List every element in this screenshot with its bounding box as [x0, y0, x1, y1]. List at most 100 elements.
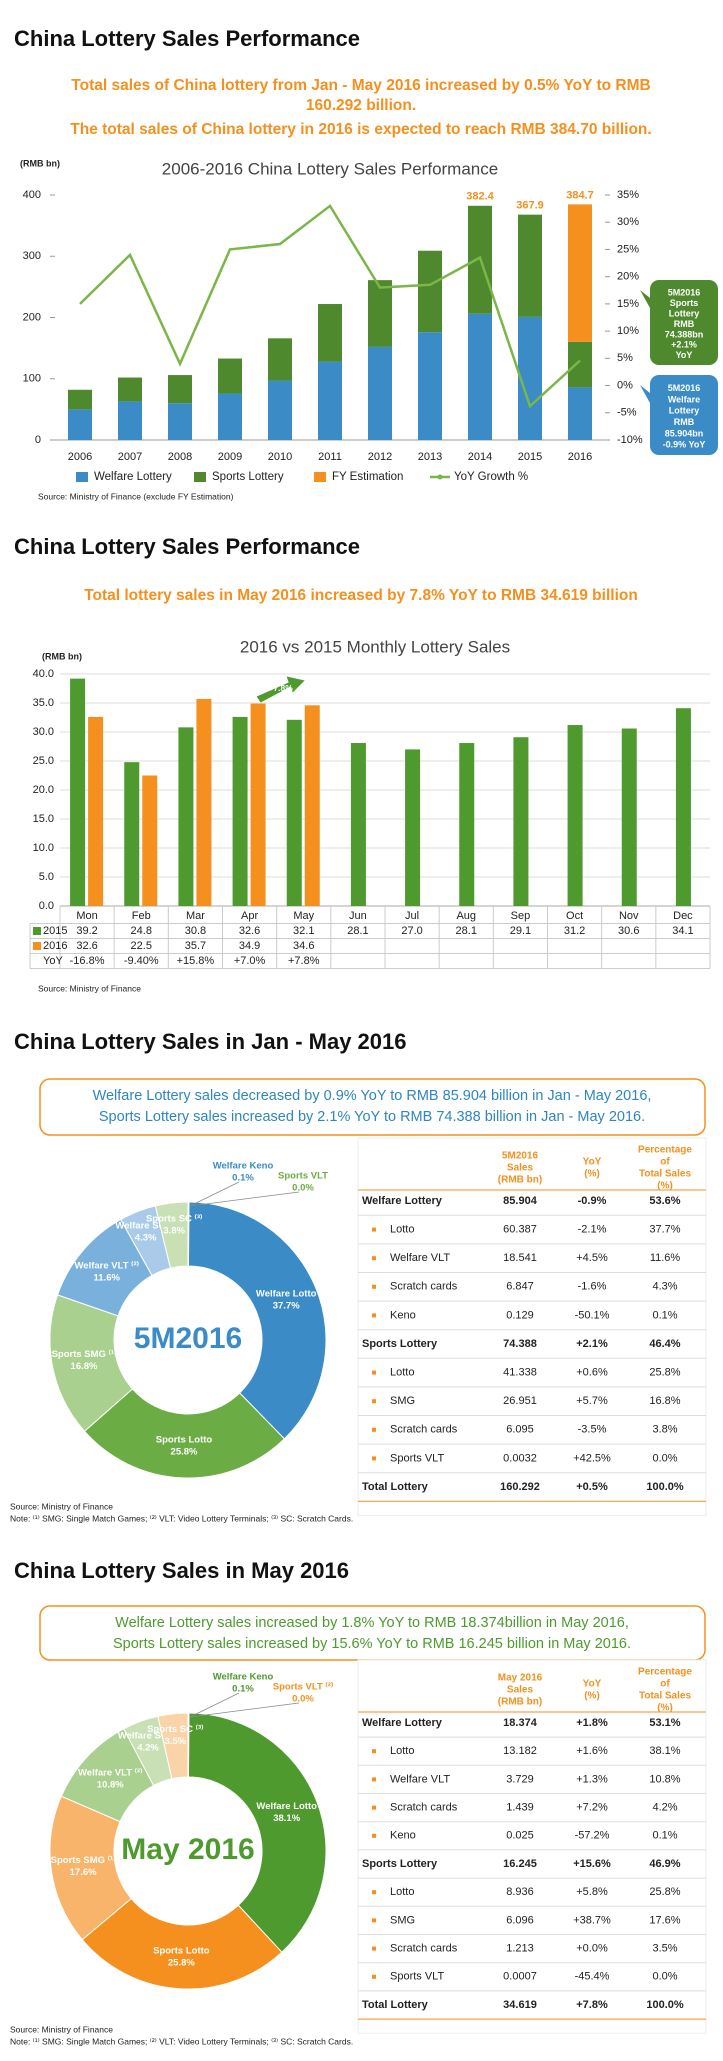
legend-swatch: [437, 474, 443, 480]
table-value: +7.8%: [288, 955, 320, 967]
section-title: China Lottery Sales in Jan - May 2016: [14, 1029, 406, 1054]
slice-label: Sports Lotto: [153, 1945, 210, 1956]
bar-segment: [268, 338, 292, 381]
row-label: Lotto: [390, 1886, 414, 1898]
y2-tick-label: 0%: [617, 379, 633, 391]
y2-tick-label: -5%: [617, 407, 637, 419]
column-header: YoY: [583, 1157, 602, 1168]
slice-value: 4.2%: [137, 1743, 159, 1754]
table-value: 28.1: [456, 925, 477, 937]
table-value: 27.0: [401, 925, 422, 937]
bullet: [372, 1456, 376, 1461]
table-value: 32.6: [76, 940, 97, 952]
x-tick-label: Jun: [349, 910, 367, 922]
x-tick-label: Nov: [619, 910, 639, 922]
legend-swatch: [33, 927, 41, 935]
x-tick-label: Jul: [405, 910, 419, 922]
y-tick-label: 25.0: [33, 755, 54, 767]
cell: 1.213: [506, 1943, 534, 1955]
highlight: Total sales of China lottery from Jan - …: [71, 77, 650, 94]
column-header: Percentage: [638, 1667, 692, 1678]
cell: 38.1%: [649, 1745, 680, 1757]
cell: 74.388: [503, 1338, 537, 1350]
bullet: [372, 1749, 376, 1754]
bar-segment: [568, 204, 592, 342]
cell: 34.619: [503, 1999, 537, 2011]
callout-text: Sports: [670, 298, 699, 308]
legend-swatch: [33, 942, 41, 950]
slice-label: Welfare Keno: [213, 1161, 274, 1172]
cell: 100.0%: [646, 1999, 684, 2011]
x-tick-label: 2011: [318, 451, 342, 463]
y-tick-label: 100: [23, 373, 41, 385]
cell: 37.7%: [649, 1224, 680, 1236]
bar: [675, 708, 691, 906]
cell: 0.025: [506, 1830, 534, 1842]
y-tick-label: 400: [23, 189, 41, 201]
section-title: China Lottery Sales Performance: [14, 26, 360, 51]
slice-label: Welfare VLT ⁽²⁾: [78, 1767, 143, 1778]
cell: +0.5%: [576, 1481, 608, 1493]
legend-swatch: [194, 472, 206, 482]
cell: 18.541: [503, 1252, 537, 1264]
summary-text: Sports Lottery sales increased by 2.1% Y…: [99, 1109, 645, 1125]
section-title: China Lottery Sales in May 2016: [14, 1558, 349, 1583]
x-tick-label: May: [293, 910, 314, 922]
y2-tick-label: 35%: [617, 189, 639, 201]
slice-value: 37.7%: [273, 1301, 300, 1312]
bar: [286, 719, 302, 906]
x-tick-label: Oct: [566, 910, 583, 922]
cell: 26.951: [503, 1395, 537, 1407]
legend-label: FY Estimation: [332, 471, 403, 483]
bar-segment: [268, 380, 292, 440]
row-label: Sports VLT: [390, 1452, 444, 1464]
bar-segment: [318, 304, 342, 362]
leader-line: [189, 1191, 300, 1207]
table-value: -16.8%: [70, 955, 105, 967]
x-tick-label: Sep: [511, 910, 531, 922]
slice-label: Sports SC ⁽³⁾: [146, 1213, 203, 1224]
cell: 46.4%: [649, 1338, 680, 1350]
cell: 6.095: [506, 1424, 534, 1436]
chart-title: 2016 vs 2015 Monthly Lottery Sales: [240, 637, 510, 656]
annotation: +7.8%: [268, 683, 293, 693]
bar: [142, 775, 158, 906]
column-header: (%): [584, 1169, 600, 1180]
x-tick-label: Feb: [132, 910, 151, 922]
bar: [304, 705, 320, 906]
cell: 53.6%: [649, 1195, 680, 1207]
y2-tick-label: -10%: [617, 434, 643, 446]
x-tick-label: 2008: [168, 451, 192, 463]
cell: -1.6%: [578, 1281, 607, 1293]
column-header: Sales: [507, 1163, 534, 1174]
cell: +1.3%: [576, 1773, 608, 1785]
cell: 100.0%: [646, 1481, 684, 1493]
callout-pointer: [640, 290, 650, 308]
bullet: [372, 1370, 376, 1375]
bar: [459, 743, 475, 906]
cell: +5.8%: [576, 1886, 608, 1898]
slice-value: 25.8%: [171, 1446, 198, 1457]
y2-tick-label: 25%: [617, 243, 639, 255]
cell: -50.1%: [575, 1309, 610, 1321]
x-tick-label: 2009: [218, 451, 242, 463]
cell: 10.8%: [649, 1773, 680, 1785]
cell: 6.096: [506, 1914, 534, 1926]
bullet: [372, 1805, 376, 1810]
y2-tick-label: 10%: [617, 325, 639, 337]
bar-segment: [68, 389, 92, 410]
callout-text: YoY: [676, 350, 693, 360]
bar: [567, 725, 583, 906]
y-tick-label: 0: [35, 434, 41, 446]
table-value: 34.9: [239, 940, 260, 952]
row-label: Lotto: [390, 1224, 414, 1236]
table-value: +7.0%: [234, 955, 266, 967]
y-tick-label: 10.0: [33, 842, 54, 854]
highlight: 160.292 billion.: [306, 97, 416, 114]
center-label: May 2016: [121, 1833, 254, 1866]
callout-text: RMB: [674, 319, 695, 329]
bar-segment: [318, 361, 342, 440]
row-label: Keno: [390, 1830, 416, 1842]
table-value: 35.7: [185, 940, 206, 952]
x-tick-label: 2015: [518, 451, 542, 463]
